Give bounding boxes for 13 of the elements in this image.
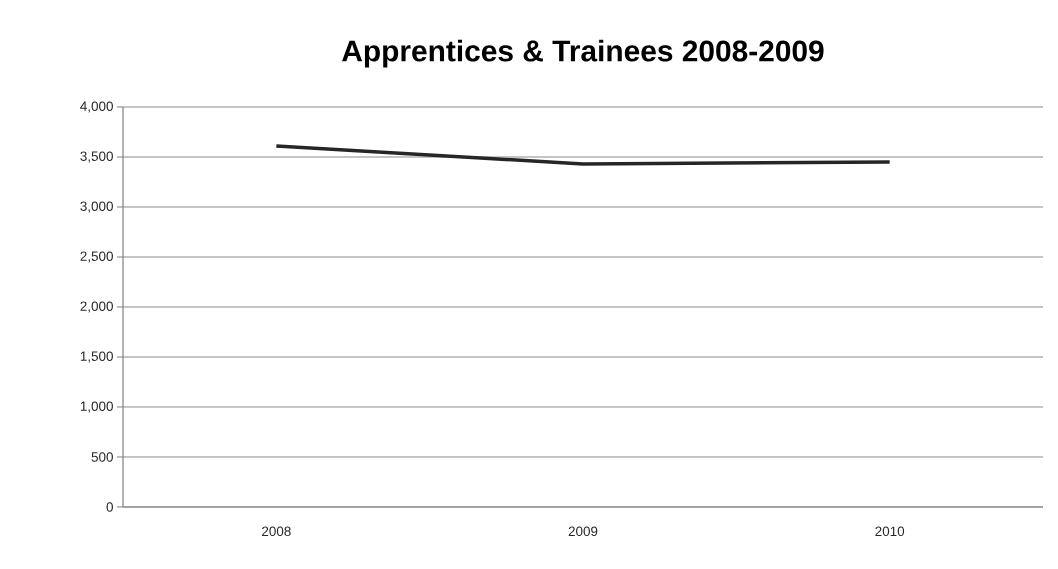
x-tick-label: 2008: [262, 526, 291, 537]
y-tick-label: 1,000: [80, 401, 113, 413]
y-tick-label: 3,000: [80, 201, 113, 213]
x-tick-label: 2009: [568, 526, 598, 537]
x-tick-label: 2010: [875, 526, 905, 537]
y-tick-label: 2,500: [80, 251, 113, 263]
y-tick-label: 4,000: [80, 101, 113, 113]
y-tick-label: 1,500: [80, 351, 113, 363]
chart-title: Apprentices & Trainees 2008-2009: [342, 39, 824, 68]
y-tick-label: 2,000: [80, 301, 113, 313]
y-tick-label: 3,500: [80, 151, 113, 163]
y-tick-label: 0: [106, 502, 113, 512]
y-tick-label: 500: [91, 452, 113, 462]
